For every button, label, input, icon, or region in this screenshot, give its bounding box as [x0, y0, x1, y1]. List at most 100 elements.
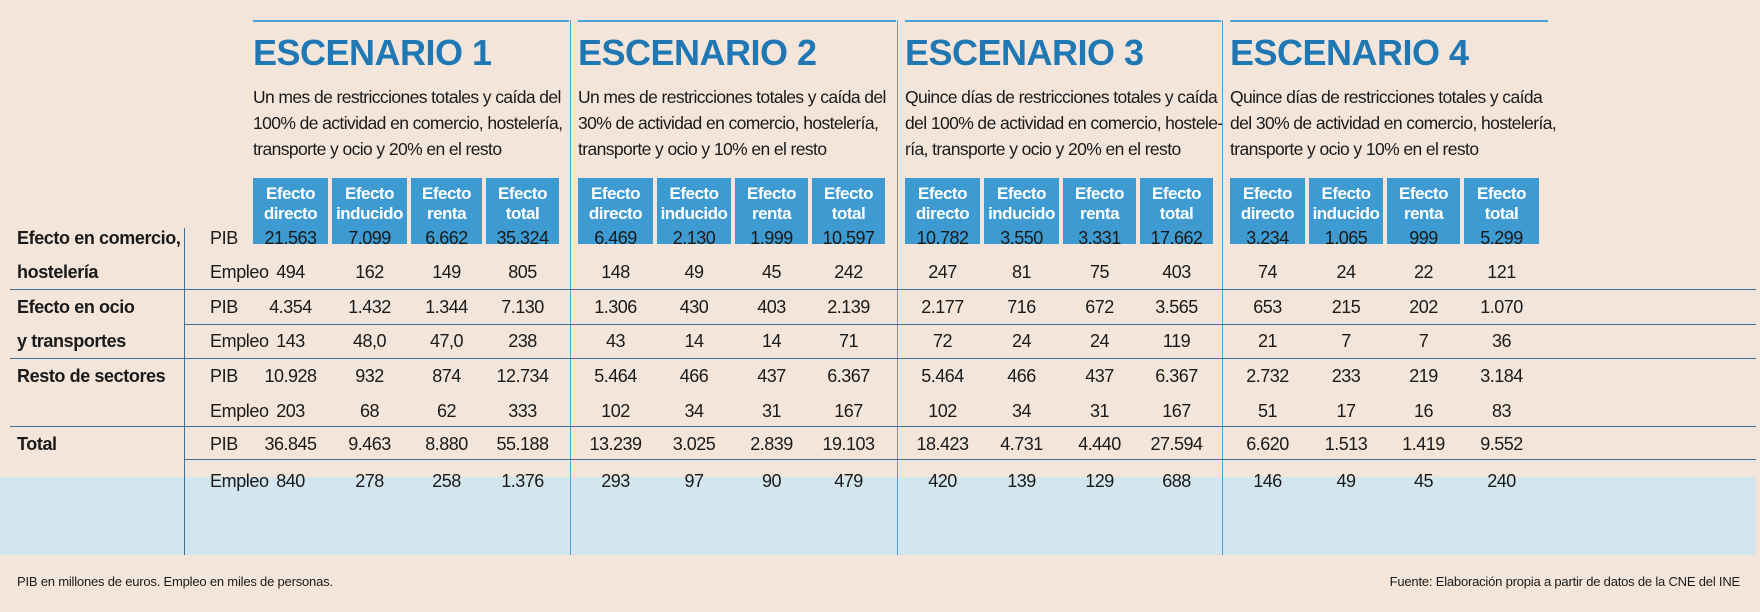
- column-header-line: Efecto: [669, 184, 719, 203]
- table-cell: 430: [679, 297, 709, 317]
- table-cell: 62: [436, 401, 457, 421]
- table-cell: 242: [834, 262, 863, 282]
- scenario-description-line: del 30% de actividad en comercio, hostel…: [1230, 113, 1557, 133]
- column-header-line: inducido: [1312, 204, 1380, 223]
- scenario-description: Quince días de restricciones totales y c…: [905, 84, 1255, 162]
- table-cell: 45: [1413, 471, 1434, 491]
- row-group-label: hostelería: [17, 262, 99, 282]
- row-separator: [184, 459, 1756, 460]
- total-band: [0, 477, 1756, 555]
- table-cell: 293: [601, 471, 630, 491]
- table-cell: 34: [1011, 401, 1032, 421]
- table-cell: 840: [276, 471, 305, 491]
- table-cell: 97: [684, 471, 704, 491]
- column-header-line: Efecto: [1477, 184, 1526, 203]
- table-cell: 31: [1089, 401, 1110, 421]
- scenario-description: Quince días de restricciones totales y c…: [1230, 84, 1580, 162]
- table-cell: 74: [1257, 262, 1278, 282]
- table-cell: 14: [684, 331, 704, 351]
- metric-label: Empleo: [210, 401, 269, 421]
- table-cell: 8.880: [425, 434, 468, 454]
- row-group-label: Total: [17, 434, 57, 454]
- scenario-title: ESCENARIO 3: [905, 32, 1144, 73]
- table-cell: 2.177: [921, 297, 964, 317]
- column-header: Efecto total: [486, 178, 559, 244]
- table-cell: 1.376: [501, 471, 544, 491]
- table-cell: 1.065: [1324, 228, 1368, 248]
- column-header-line: Efecto: [1321, 184, 1371, 203]
- table-cell: 139: [1007, 471, 1036, 491]
- group-separator: [10, 426, 1756, 427]
- table-cell: 129: [1085, 471, 1114, 491]
- table-cell: 19.103: [822, 434, 875, 454]
- table-cell: 31: [761, 401, 782, 421]
- column-header-line: directo: [263, 204, 318, 223]
- column-header-line: renta: [426, 204, 467, 223]
- column-header: Efecto inducido: [332, 178, 407, 244]
- table-cell: 55.188: [496, 434, 549, 454]
- table-cell: 653: [1253, 297, 1282, 317]
- metric-label: PIB: [210, 434, 238, 454]
- column-header-line: inducido: [660, 204, 728, 223]
- scenario-block: ESCENARIO 3 Quince días de restricciones …: [905, 20, 1223, 162]
- column-header-line: renta: [1079, 204, 1120, 223]
- scenario-description-line: Un mes de restricciones totales y caída …: [253, 87, 561, 107]
- table-cell: 258: [432, 471, 461, 491]
- table-cell: 143: [276, 331, 305, 351]
- column-header: Efecto directo: [1230, 178, 1305, 244]
- column-header-line: total: [1159, 204, 1194, 223]
- scenario-description-line: del 100% de actividad en comercio, hoste…: [905, 113, 1223, 133]
- scenario-description: Un mes de restricciones totales y caída …: [578, 84, 928, 162]
- scenario-description: Un mes de restricciones totales y caída …: [253, 84, 603, 162]
- scenario-block: ESCENARIO 4 Quince días de restricciones …: [1230, 20, 1557, 162]
- column-header: Efecto renta: [411, 178, 482, 244]
- table-cell: 148: [601, 262, 630, 282]
- table-cell: 14: [761, 331, 782, 351]
- scenario-title: ESCENARIO 2: [578, 32, 817, 73]
- table-cell: 10.928: [264, 366, 317, 386]
- table-cell: 202: [1409, 297, 1438, 317]
- scenario-description-line: transporte y ocio y 10% en el resto: [1230, 139, 1479, 159]
- table-cell: 1.999: [750, 228, 793, 248]
- label-separator: [184, 228, 185, 555]
- table-cell: 7.099: [348, 228, 391, 248]
- table-cell: 437: [757, 366, 786, 386]
- row-group-label: Efecto en ocio: [17, 297, 135, 317]
- scenario-block: ESCENARIO 2 Un mes de restricciones total…: [578, 20, 896, 162]
- column-header: Efecto directo: [578, 178, 653, 244]
- table-cell: 4.354: [269, 297, 312, 317]
- table-cell: 119: [1162, 331, 1191, 351]
- group-separator: [10, 358, 1756, 359]
- scenario-description-line: 100% de actividad en comercio, hostelerí…: [253, 113, 563, 133]
- scenario-description-line: 30% de actividad en comercio, hostelería…: [578, 113, 879, 133]
- table-cell: 215: [1331, 297, 1361, 317]
- scenario-description-line: Quince días de restricciones totales y c…: [905, 87, 1218, 107]
- row-group-label: y transportes: [17, 331, 126, 351]
- table-cell: 49: [684, 262, 704, 282]
- table-cell: 219: [1409, 366, 1438, 386]
- table-cell: 17: [1336, 401, 1356, 421]
- table-cell: 167: [834, 401, 863, 421]
- metric-label: Empleo: [210, 262, 269, 282]
- table-cell: 36.845: [264, 434, 317, 454]
- table-cell: 1.070: [1480, 297, 1523, 317]
- source-note: Fuente: Elaboración propia a partir de d…: [1389, 574, 1741, 589]
- table-cell: 36: [1491, 331, 1512, 351]
- table-cell: 75: [1089, 262, 1110, 282]
- column-header: Efecto inducido: [984, 178, 1059, 244]
- table-cell: 35.324: [496, 228, 549, 248]
- column-header-line: Efecto: [345, 184, 394, 203]
- table-cell: 146: [1253, 471, 1282, 491]
- scenario-description-line: Un mes de restricciones totales y caída …: [578, 87, 886, 107]
- column-header-line: total: [1484, 204, 1519, 223]
- column-header-line: Efecto: [266, 184, 315, 203]
- column-header: Efecto renta: [1063, 178, 1136, 244]
- row-separator: [184, 324, 1756, 325]
- table-cell: 22: [1413, 262, 1434, 282]
- row-group-label: Resto de sectores: [17, 366, 166, 386]
- table-cell: 2.732: [1246, 366, 1289, 386]
- table-cell: 5.464: [921, 366, 964, 386]
- table-cell: 27.594: [1150, 434, 1203, 454]
- table-cell: 149: [432, 262, 461, 282]
- table-cell: 90: [761, 471, 782, 491]
